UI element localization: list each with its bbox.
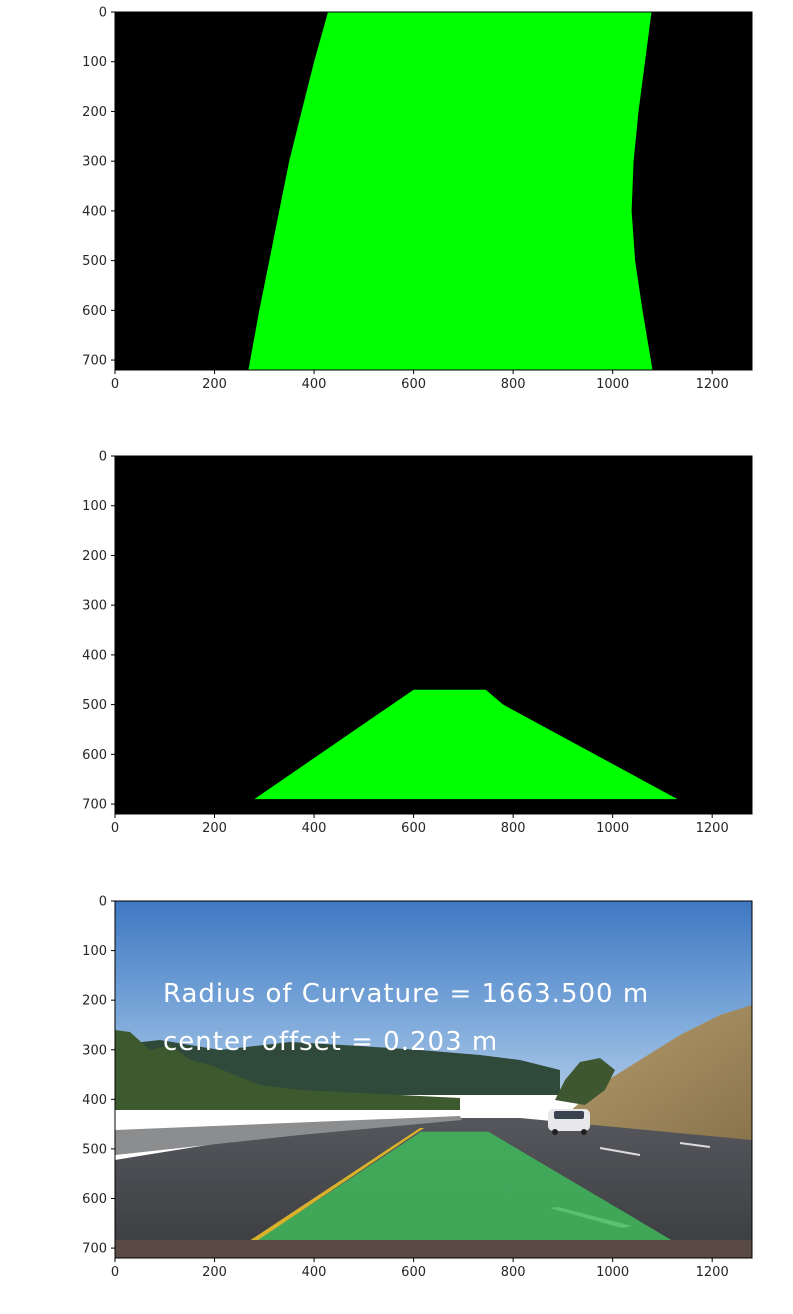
hill-right: [560, 1005, 752, 1140]
y-tick-label: 0: [99, 895, 107, 910]
panel-2-axes: 0 200 400 600 800 1000 1200 0 100 200 300 400 500 600…: [82, 450, 729, 837]
panel-1-frame: [114, 11, 753, 371]
panel-3-photo: Radius of Curvature = 1663.500 m center …: [115, 901, 752, 1258]
x-tick-label: 200: [202, 377, 227, 392]
panel-2-lane-mask: 0 200 400 600 800 1000 1200 0 100 200 300 400 500 600…: [82, 450, 753, 837]
y-tick-label: 600: [82, 1192, 107, 1207]
x-tick-label: 800: [501, 1265, 526, 1280]
barrier-left: [115, 1116, 462, 1155]
panel-1-axes: 0 200 400 600 800 1000 1200 0 100 200 300 400 500 600…: [82, 6, 729, 393]
x-tick-label: 400: [302, 1265, 327, 1280]
panel-2-frame: [114, 455, 753, 815]
x-tick-label: 0: [111, 377, 119, 392]
x-tick-label: 1000: [596, 377, 629, 392]
y-tick-label: 100: [82, 499, 107, 514]
panel-3-frame: [114, 900, 753, 1259]
y-tick-label: 500: [82, 254, 107, 269]
y-tick-label: 300: [82, 1043, 107, 1058]
y-tick-label: 400: [82, 1093, 107, 1108]
y-tick-label: 500: [82, 1142, 107, 1157]
y-tick-label: 100: [82, 55, 107, 70]
y-tick-label: 200: [82, 994, 107, 1009]
near-trees-left: [115, 1030, 460, 1110]
y-tick-label: 300: [82, 599, 107, 614]
radius-of-curvature-text: Radius of Curvature = 1663.500 m: [163, 979, 649, 1009]
panel-3-road-overlay: Radius of Curvature = 1663.500 m center …: [82, 895, 753, 1281]
y-tick-label: 100: [82, 944, 107, 959]
y-tick-label: 0: [99, 6, 107, 21]
y-tick-label: 0: [99, 450, 107, 465]
y-tick-label: 600: [82, 748, 107, 763]
x-tick-label: 800: [501, 377, 526, 392]
trees-right: [555, 1058, 615, 1105]
x-tick-label: 200: [202, 1265, 227, 1280]
panel-1-lane-fill: [248, 12, 653, 370]
yellow-lane-line: [246, 1128, 424, 1243]
car: [548, 1109, 590, 1135]
y-tick-label: 700: [82, 354, 107, 369]
center-offset-text: center offset = 0.203 m: [163, 1027, 498, 1057]
y-tick-label: 600: [82, 304, 107, 319]
x-tick-label: 0: [111, 1265, 119, 1280]
x-tick-label: 1200: [696, 377, 729, 392]
x-tick-label: 800: [501, 821, 526, 836]
foreground-strip: [115, 1240, 752, 1258]
x-tick-label: 1200: [696, 821, 729, 836]
y-tick-label: 700: [82, 798, 107, 813]
y-tick-label: 700: [82, 1242, 107, 1257]
y-tick-label: 300: [82, 155, 107, 170]
x-tick-label: 200: [202, 821, 227, 836]
y-tick-label: 400: [82, 204, 107, 219]
x-tick-label: 1200: [696, 1265, 729, 1280]
panel-2-lane-fill: [254, 689, 678, 800]
x-tick-label: 400: [302, 821, 327, 836]
y-tick-label: 500: [82, 698, 107, 713]
x-tick-label: 600: [401, 1265, 426, 1280]
panel-3-lane-overlay: [256, 1131, 673, 1241]
x-tick-label: 600: [401, 377, 426, 392]
x-tick-label: 0: [111, 821, 119, 836]
y-tick-label: 200: [82, 105, 107, 120]
y-tick-label: 200: [82, 549, 107, 564]
x-tick-label: 1000: [596, 821, 629, 836]
white-dash-3: [679, 1142, 711, 1148]
x-tick-label: 600: [401, 821, 426, 836]
x-tick-label: 1000: [596, 1265, 629, 1280]
panel-3-axes: 0 200 400 600 800 1000 1200 0 100 200 300 400 500 600…: [82, 895, 729, 1281]
x-tick-label: 400: [302, 377, 327, 392]
panel-1-warped-lane: 0 200 400 600 800 1000 1200 0 100 200 300 400 500 600…: [82, 6, 753, 393]
white-dash-2: [599, 1147, 641, 1156]
y-tick-label: 400: [82, 648, 107, 663]
